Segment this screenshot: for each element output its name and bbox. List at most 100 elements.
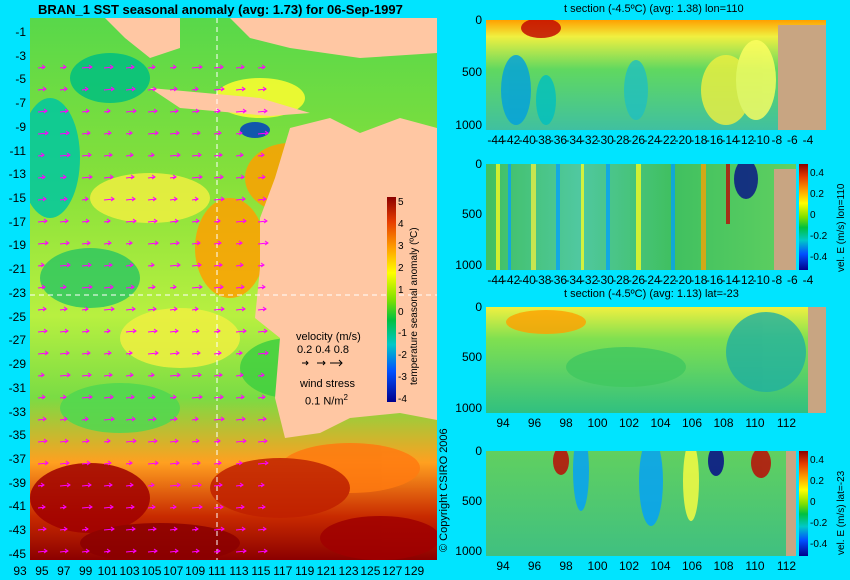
velocity-arrow [169, 306, 178, 312]
velocity-arrow [147, 460, 159, 466]
velocity-arrow [147, 504, 156, 510]
velocity-arrow [235, 350, 243, 356]
velocity-arrow [213, 240, 222, 246]
panel1-title: t section (-4.5ºC) (avg: 1.38) lon=110 [564, 3, 744, 15]
panel4-x-tick: 96 [527, 559, 542, 573]
map-y-tick: -3 [15, 48, 26, 63]
velocity-arrow [147, 262, 155, 268]
velocity-arrow [59, 86, 68, 92]
velocity-arrow [235, 328, 247, 334]
velocity-arrow [235, 86, 246, 92]
velocity-arrow [103, 350, 112, 356]
velocity-arrow [169, 284, 177, 290]
velocity-arrow [81, 350, 91, 356]
map-y-tick: -41 [8, 499, 26, 514]
velocity-arrow [213, 262, 223, 268]
velocity-arrow [169, 394, 177, 400]
panel1-x-tick: -28 [612, 133, 630, 147]
velocity-arrow [125, 526, 136, 532]
velocity-arrow [191, 174, 203, 180]
velocity-arrow [103, 262, 113, 268]
panel3-y-tick: 1000 [455, 400, 482, 415]
velocity-arrow [235, 438, 247, 444]
panel4-x-tick: 100 [587, 559, 608, 573]
map-y-tick: -11 [9, 143, 26, 158]
panel2-x-tick: -14 [721, 273, 739, 287]
panel2-x-tick: -36 [549, 273, 568, 287]
panel3-x-tick: 104 [650, 416, 671, 430]
velocity-arrow [103, 438, 111, 444]
velocity-arrow [169, 64, 177, 70]
map-y-tick: -25 [8, 309, 26, 324]
velocity-arrow [169, 460, 180, 466]
map-y-tick: -15 [8, 191, 26, 206]
velocity-arrow [191, 284, 203, 290]
map-y-tick: -13 [8, 167, 26, 182]
velocity-arrow [235, 240, 243, 246]
velocity-arrow [125, 548, 137, 554]
velocity-arrow [147, 328, 158, 334]
panel3-x-tick: 100 [587, 416, 608, 430]
map-x-tick: 119 [295, 564, 315, 578]
velocity-arrow [169, 482, 181, 488]
panel1-x-tick: -20 [674, 133, 692, 147]
map-y-tick: -37 [8, 451, 26, 466]
panel4-colorbar-tick: -0.2 [810, 518, 828, 529]
panel3-y-tick: 500 [461, 350, 482, 365]
velocity-arrow [59, 240, 70, 246]
velocity-arrow [169, 548, 179, 554]
velocity-arrow [169, 416, 178, 422]
velocity-arrow [257, 240, 269, 246]
velocity-arrow [257, 306, 267, 312]
velocity-arrow [37, 196, 47, 202]
panel1-y-tick: 1000 [455, 117, 482, 132]
panel2-x-tick: -18 [690, 273, 708, 287]
panel2-x-tick: -6 [787, 273, 798, 287]
panel2-x-tick: -34 [565, 273, 583, 287]
velocity-arrow [125, 328, 137, 334]
panel1-x-tick: -16 [705, 133, 724, 147]
map-x-tick: 113 [229, 564, 249, 578]
velocity-arrow [81, 86, 89, 92]
velocity-arrow [169, 328, 179, 334]
velocity-arrow [81, 460, 91, 466]
velocity-arrow [37, 460, 49, 466]
velocity-arrow [235, 64, 245, 70]
sst-colorbar-tick: 1 [398, 284, 404, 296]
velocity-arrow [191, 328, 200, 334]
velocity-arrow [213, 130, 222, 136]
velocity-arrow [81, 262, 92, 268]
velocity-arrow [103, 64, 114, 70]
panel2-x-tick: -40 [518, 273, 536, 287]
velocity-arrow [191, 108, 200, 114]
velocity-arrow [257, 152, 265, 158]
panel4-patches [553, 451, 771, 526]
velocity-arrow [147, 196, 157, 202]
velocity-arrow-field [37, 64, 269, 554]
map-y-tick: -29 [8, 357, 26, 372]
velocity-arrow [257, 196, 267, 202]
sst-colorbar-tick: -1 [398, 328, 407, 340]
velocity-arrow [59, 328, 69, 334]
velocity-arrow [59, 460, 70, 466]
map-y-tick: -7 [15, 96, 26, 111]
velocity-arrow [191, 86, 199, 92]
map-x-tick: 127 [382, 564, 403, 578]
panel4-x-tick: 98 [559, 559, 573, 573]
velocity-arrow [147, 350, 159, 356]
panel4-bathymetry [786, 451, 796, 556]
panel4-y-tick: 1000 [455, 544, 482, 558]
map-x-tick: 105 [141, 564, 162, 578]
velocity-arrow [37, 152, 45, 158]
wind-stress-value-text: 0.1 N/m [305, 395, 344, 408]
velocity-arrow [169, 174, 177, 180]
velocity-arrow [257, 394, 266, 400]
panel2-x-tick: -38 [534, 273, 552, 287]
velocity-arrow [59, 438, 69, 444]
velocity-arrow [169, 86, 178, 92]
map-x-tick: 115 [251, 564, 271, 578]
velocity-arrow [81, 482, 92, 488]
panel4-x-tick: 108 [713, 559, 734, 573]
velocity-arrow-icon [302, 359, 343, 367]
velocity-arrow [81, 240, 91, 246]
